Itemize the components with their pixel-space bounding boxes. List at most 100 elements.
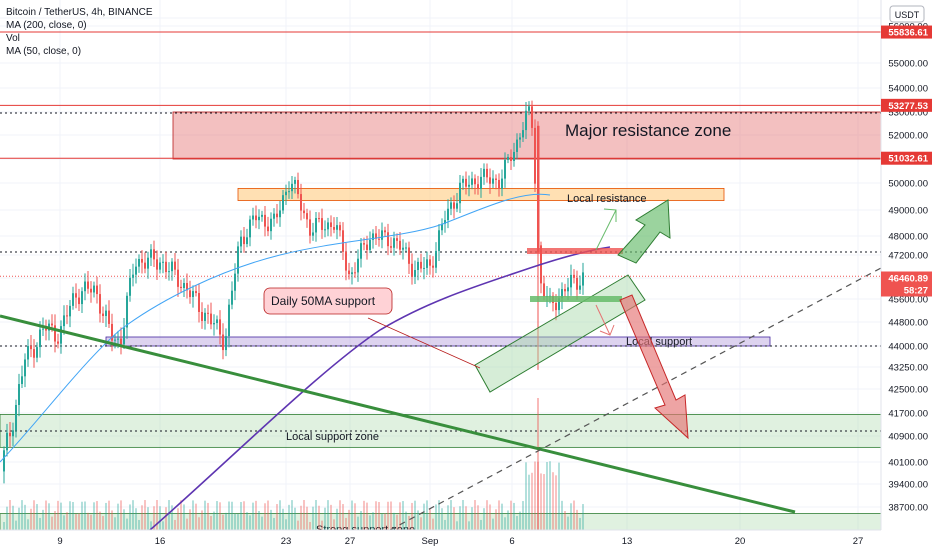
- candle-body: [216, 319, 218, 324]
- candle-body: [510, 156, 512, 161]
- bullish-arrow: [617, 199, 671, 264]
- candle-body: [87, 281, 89, 289]
- volume-bar: [204, 500, 206, 530]
- candle-body: [141, 258, 143, 263]
- volume-bar: [276, 504, 278, 530]
- candle-body: [384, 230, 386, 233]
- volume-bar: [177, 508, 179, 530]
- candle-body: [378, 238, 380, 240]
- volume-bar: [102, 515, 104, 530]
- ma200-line: [149, 246, 611, 531]
- volume-bar: [27, 519, 29, 530]
- volume-bar: [264, 503, 266, 530]
- y-tick-label: 49000.00: [888, 206, 928, 217]
- candle-body: [99, 294, 101, 314]
- volume-bar: [81, 501, 83, 530]
- candle-body: [267, 226, 269, 232]
- candle-body: [504, 159, 506, 179]
- candle-body: [405, 247, 407, 249]
- candle-body: [39, 329, 41, 348]
- volume-bar: [576, 509, 578, 530]
- candle-body: [30, 346, 32, 350]
- candle-body: [84, 281, 86, 292]
- price-label-box: [881, 151, 932, 165]
- volume-bar: [93, 502, 95, 530]
- volume-bar: [528, 474, 530, 530]
- candle-body: [381, 230, 383, 240]
- candle-body: [9, 432, 11, 437]
- volume-bar: [318, 505, 320, 530]
- candle-body: [330, 222, 332, 228]
- candle-body: [366, 244, 368, 250]
- volume-bar: [492, 518, 494, 530]
- candle-body: [297, 179, 299, 195]
- legend: Bitcoin / TetherUS, 4h, BINANCE MA (200,…: [6, 6, 153, 58]
- price-label-text: 55836.61: [888, 28, 928, 39]
- candle-body: [246, 237, 248, 245]
- candle-body: [450, 202, 452, 209]
- candle-body: [231, 290, 233, 305]
- candle-body: [444, 220, 446, 224]
- grid: [0, 0, 881, 530]
- y-tick-label: 53000.00: [888, 108, 928, 119]
- candle-body: [177, 269, 179, 287]
- legend-title: Bitcoin / TetherUS, 4h, BINANCE: [6, 7, 153, 18]
- candle-body: [3, 450, 5, 472]
- candle-body: [360, 243, 362, 259]
- candle-body: [474, 178, 476, 185]
- candle-body: [36, 347, 38, 358]
- volume-bar: [237, 514, 239, 530]
- volume-bar: [303, 500, 305, 530]
- y-tick-label: 39400.00: [888, 480, 928, 491]
- candle-body: [423, 267, 425, 269]
- candle-body: [285, 191, 287, 196]
- volume-bar: [141, 505, 143, 530]
- volume-bar: [69, 501, 71, 530]
- volume-bar: [327, 500, 329, 530]
- price-label-box: [881, 25, 932, 39]
- volume-bar: [336, 508, 338, 530]
- channel-box: [474, 274, 646, 393]
- y-tick-label: 41700.00: [888, 409, 928, 420]
- volume-bar: [60, 502, 62, 530]
- volume-bar: [132, 500, 134, 530]
- y-tick-label: 38700.00: [888, 503, 928, 514]
- candle-body: [105, 310, 107, 317]
- volume-bar: [486, 500, 488, 530]
- volume-bar: [252, 502, 254, 530]
- volume-bar: [234, 513, 236, 530]
- volume-bar: [531, 472, 533, 530]
- volume-bar: [33, 500, 35, 530]
- volume-bar: [378, 502, 380, 530]
- candle-body: [438, 230, 440, 251]
- volume-bar: [285, 519, 287, 530]
- volume-bar: [360, 510, 362, 530]
- volume-bar: [402, 501, 404, 530]
- candle-body: [63, 315, 65, 327]
- x-tick-label: 23: [281, 536, 292, 547]
- support-marker: [530, 296, 622, 302]
- volume-bar: [432, 518, 434, 530]
- candle-body: [390, 246, 392, 248]
- volume-bar: [279, 500, 281, 530]
- legend-vol: Vol: [6, 33, 20, 44]
- volume-bar: [324, 507, 326, 530]
- candle-body: [513, 151, 515, 161]
- volume-bar: [375, 501, 377, 530]
- y-tick-label: 48000.00: [888, 232, 928, 243]
- volume-bar: [321, 520, 323, 530]
- volume-bar: [240, 502, 242, 530]
- thin-arrow-up: [595, 209, 617, 251]
- volume-bar: [168, 500, 170, 530]
- volume-bar: [261, 516, 263, 530]
- volume-bar: [228, 501, 230, 530]
- x-tick-label: 16: [155, 536, 166, 547]
- candle-body: [411, 263, 413, 277]
- callout-pointer: [367, 317, 481, 369]
- candle-body: [537, 125, 540, 253]
- candle-body: [180, 286, 182, 289]
- volume-bar: [150, 521, 152, 530]
